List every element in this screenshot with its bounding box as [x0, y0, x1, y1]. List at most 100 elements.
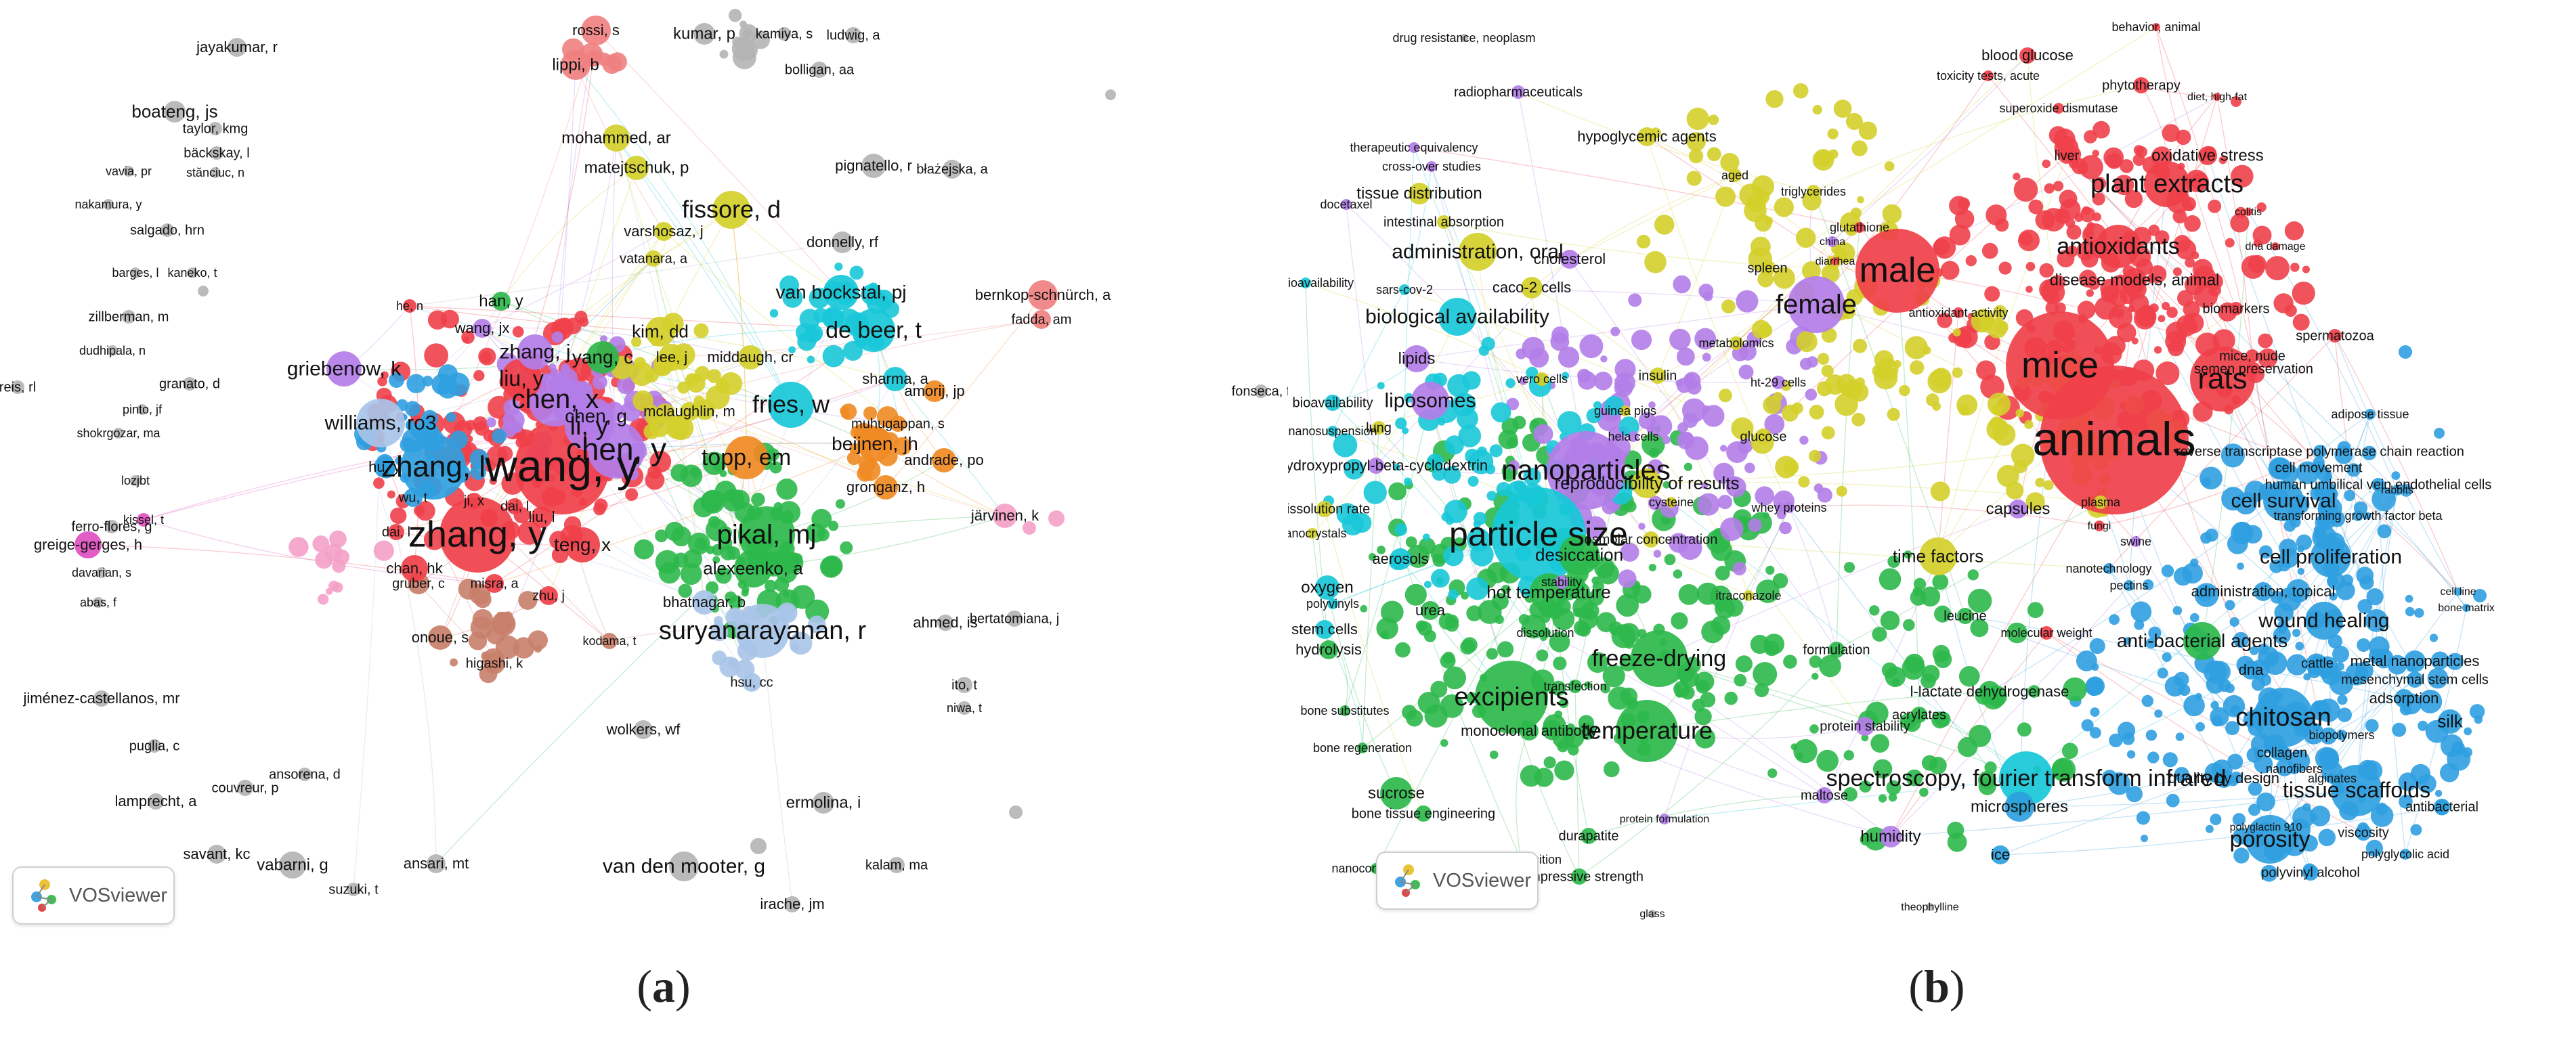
node-label[interactable]: cysteine	[1649, 495, 1694, 509]
node-label[interactable]: polyvinyl alcohol	[2261, 865, 2360, 880]
node-label[interactable]: davarian, s	[72, 566, 131, 579]
node-label[interactable]: ice	[1991, 846, 2010, 863]
node-label[interactable]: caco-2 cells	[1493, 279, 1571, 296]
node-label[interactable]: wu, t	[398, 490, 428, 505]
node-label[interactable]: polyglycolic acid	[2361, 847, 2449, 861]
node-label[interactable]: pinto, jf	[123, 403, 163, 416]
node-label[interactable]: granato, d	[159, 376, 220, 391]
node-label[interactable]: antioxidants	[2057, 234, 2179, 259]
node-label[interactable]: therapeutic equivalency	[1350, 141, 1478, 154]
node-label[interactable]: bernkop-schnürch, a	[975, 286, 1111, 303]
node-label[interactable]: docetaxel	[1320, 198, 1372, 211]
node-label[interactable]: cholesterol	[1534, 250, 1606, 267]
node-label[interactable]: wolkers, wf	[606, 721, 681, 738]
node-label[interactable]: zhang, l	[381, 450, 486, 483]
node-label[interactable]: capsules	[1986, 500, 2051, 518]
node-label[interactable]: kalam, ma	[865, 858, 928, 872]
node-label[interactable]: acrylates	[1892, 707, 1946, 722]
node-label[interactable]: suryanarayanan, r	[659, 617, 867, 645]
node-label[interactable]: lipids	[1398, 350, 1436, 368]
node-label[interactable]: cell proliferation	[2260, 546, 2402, 569]
node-label[interactable]: biopolymers	[2309, 728, 2374, 742]
node-label[interactable]: cattle	[2301, 656, 2334, 671]
node-label[interactable]: bone matrix	[2438, 602, 2495, 614]
node-label[interactable]: chen, g	[565, 405, 627, 426]
node-label[interactable]: intestinal absorption	[1383, 215, 1504, 229]
node-label[interactable]: hot temperature	[1486, 581, 1611, 602]
node-label[interactable]: sharma, a	[862, 370, 929, 387]
node-label[interactable]: bäckskay, l	[184, 146, 249, 160]
node-label[interactable]: onoue, s	[412, 629, 469, 646]
node-label[interactable]: middaugh, cr	[707, 349, 793, 366]
node-label[interactable]: metal nanoparticles	[2350, 653, 2480, 669]
node-label[interactable]: maltose	[1801, 788, 1848, 803]
node-label[interactable]: aged	[1721, 169, 1748, 182]
node-label[interactable]: rats	[2197, 362, 2247, 395]
node-label[interactable]: radiopharmaceuticals	[1454, 85, 1583, 100]
node-label[interactable]: lippi, b	[552, 56, 599, 74]
node-label[interactable]: polyglactin 910	[2230, 822, 2302, 833]
node-label[interactable]: spectroscopy, fourier transform infrared	[1826, 766, 2227, 791]
node-label[interactable]: greige-gerges, h	[34, 536, 142, 553]
node-label[interactable]: dna	[2239, 661, 2264, 678]
node-label[interactable]: shokrgozar, ma	[77, 426, 160, 440]
node-label[interactable]: porosity	[2229, 826, 2310, 852]
node-label[interactable]: dudhipala, n	[79, 344, 146, 357]
node-label[interactable]: dai, l	[382, 525, 410, 539]
node-label[interactable]: alexeenko, a	[703, 558, 803, 578]
node-label[interactable]: kaneko, t	[167, 266, 217, 280]
node-label[interactable]: human umbilical vein endothelial cells	[2265, 477, 2492, 492]
node-label[interactable]: liposomes	[1384, 390, 1476, 412]
node-label[interactable]: han, y	[479, 292, 523, 311]
node-label[interactable]: williams, ro3	[324, 412, 436, 435]
node-label[interactable]: cross-over studies	[1382, 160, 1481, 173]
node-label[interactable]: male	[1860, 251, 1936, 290]
node-label[interactable]: glass	[1639, 908, 1665, 920]
node-label[interactable]: topp, em	[702, 445, 791, 470]
node-label[interactable]: particle size	[1449, 515, 1628, 553]
node-label[interactable]: stem cells	[1291, 621, 1358, 638]
node-label[interactable]: aerosols	[1372, 550, 1428, 567]
node-label[interactable]: oxidative stress	[2151, 147, 2263, 165]
node-label[interactable]: vabarni, g	[257, 856, 328, 875]
node-label[interactable]: glucose	[1740, 429, 1787, 444]
node-label[interactable]: lozjbt	[121, 474, 150, 487]
node-label[interactable]: zhang, y	[408, 514, 546, 554]
node-label[interactable]: phytotherapy	[2102, 78, 2181, 93]
node-label[interactable]: jayakumar, r	[196, 39, 278, 56]
node-label[interactable]: cell movement	[2275, 460, 2363, 475]
node-label[interactable]: mice, nude	[2219, 349, 2285, 363]
node-label[interactable]: administration, oral	[1392, 241, 1563, 263]
node-label[interactable]: antioxidant activity	[1908, 306, 2008, 319]
node-label[interactable]: swine	[2120, 535, 2151, 548]
node-label[interactable]: colitis	[2235, 206, 2262, 218]
node-label[interactable]: female	[1776, 290, 1857, 319]
node-label[interactable]: lung	[1366, 420, 1392, 435]
node-label[interactable]: barges, l	[112, 266, 158, 280]
node-label[interactable]: superoxide dismutase	[1999, 102, 2118, 115]
node-label[interactable]: humidity	[1860, 828, 1920, 846]
node-label[interactable]: reis, rl	[0, 380, 36, 395]
node-label[interactable]: transforming growth factor beta	[2273, 509, 2443, 523]
node-label[interactable]: wang, y	[484, 441, 639, 491]
node-label[interactable]: de beer, t	[825, 317, 922, 343]
node-label[interactable]: osmolar concentration	[1585, 532, 1718, 547]
node-label[interactable]: bioavailability	[1293, 395, 1373, 410]
node-label[interactable]: fungi	[2088, 521, 2111, 532]
node-label[interactable]: ansorena, d	[269, 767, 341, 782]
node-label[interactable]: stability	[1541, 575, 1582, 589]
node-label[interactable]: kumar, p	[673, 25, 735, 43]
node-label[interactable]: drug resistance, neoplasm	[1392, 31, 1535, 45]
node-label[interactable]: wound healing	[2258, 610, 2390, 632]
node-label[interactable]: pectins	[2109, 579, 2148, 592]
node-label[interactable]: blood glucose	[1981, 47, 2074, 64]
node-label[interactable]: wang, jx	[454, 319, 510, 336]
node-label[interactable]: niwa, t	[947, 701, 982, 715]
node-label[interactable]: behavior, animal	[2111, 20, 2200, 34]
node-label[interactable]: liu, y	[499, 366, 544, 391]
node-label[interactable]: gronganz, h	[846, 479, 925, 495]
node-label[interactable]: savant, kc	[183, 845, 250, 862]
node-label[interactable]: antibacterial	[2405, 799, 2478, 814]
node-label[interactable]: plant extracts	[2090, 170, 2244, 198]
node-label[interactable]: triglycerides	[1781, 185, 1846, 198]
